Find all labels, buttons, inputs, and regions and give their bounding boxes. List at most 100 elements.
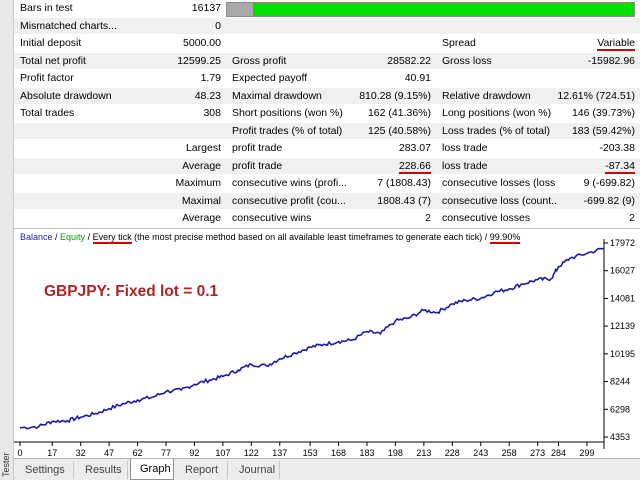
x-tick-label: 62	[133, 448, 143, 458]
report-value: 2	[425, 212, 431, 224]
report-label: profit trade	[232, 142, 283, 154]
x-tick-label: 107	[215, 448, 230, 458]
report-value: -203.38	[599, 142, 635, 154]
y-tick-label: 12139	[610, 321, 635, 331]
x-tick-label: 213	[416, 448, 431, 458]
report-row: Profit trades (% of total) 125 (40.58%) Lo…	[14, 122, 640, 140]
quality-bar-unmodelled	[227, 3, 253, 16]
tab-journal[interactable]: Journal	[230, 461, 280, 479]
x-tick-label: 258	[502, 448, 517, 458]
report-label: consecutive losses	[442, 212, 531, 224]
x-tick-label: 153	[303, 448, 318, 458]
x-tick-label: 284	[551, 448, 566, 458]
report-label: Gross loss	[442, 54, 492, 67]
modelling-quality-bar	[226, 2, 635, 17]
report-label: profit trade	[232, 159, 283, 172]
report-row: Total trades 308 Short positions (won %) 16…	[14, 105, 640, 123]
report-label: Loss trades (% of total)	[442, 124, 550, 137]
report-label: Profit factor	[20, 72, 74, 84]
legend-equity: Equity	[60, 232, 86, 242]
x-tick-label: 77	[161, 448, 171, 458]
report-value: 9 (-699.82)	[583, 177, 635, 189]
legend-model: Every tick	[92, 232, 132, 244]
report-value: 146 (39.73%)	[571, 107, 635, 119]
y-tick-label: 4353	[610, 432, 630, 442]
report-value: 810.28 (9.15%)	[359, 89, 431, 102]
report-label: consecutive wins (profi...	[232, 177, 347, 189]
report-value: 5000.00	[183, 37, 221, 49]
report-value: 308	[203, 107, 221, 119]
x-tick-label: 299	[579, 448, 594, 458]
report-row: Mismatched charts... 0	[14, 17, 640, 35]
x-tick-label: 168	[331, 448, 346, 458]
report-value: 162 (41.36%)	[367, 107, 431, 119]
tab-graph[interactable]: Graph	[130, 459, 174, 480]
report-label: Gross profit	[232, 54, 287, 67]
report-value: 1.79	[200, 72, 221, 84]
report-label: Maximal drawdown	[232, 89, 322, 102]
x-tick-label: 243	[473, 448, 488, 458]
report-value: 1808.43 (7)	[377, 194, 431, 207]
x-tick-label: 273	[530, 448, 545, 458]
report-row: Largest profit trade 283.07 loss trade -203.…	[14, 140, 640, 158]
report-label: Average	[182, 159, 221, 172]
report-label: Average	[182, 212, 221, 224]
report-row: Maximum consecutive wins (profi... 7 (1808…	[14, 175, 640, 193]
highlighted-value: Variable	[597, 37, 635, 51]
report-value: 2	[629, 212, 635, 224]
report-label: consecutive wins	[232, 212, 312, 224]
report-table: Bars in test16137Ticks modelled272359689…	[14, 0, 640, 228]
report-label: Expected payoff	[232, 72, 308, 84]
legend-quality: 99.90%	[489, 232, 521, 244]
report-row: Average profit trade 228.66 loss trade -87.3…	[14, 157, 640, 175]
y-tick-label: 6298	[610, 404, 630, 414]
report-label: Total trades	[20, 107, 75, 119]
report-label: Initial deposit	[20, 37, 82, 49]
report-label: Relative drawdown	[442, 89, 531, 102]
highlighted-value: 228.66	[398, 159, 431, 174]
report-label: Profit trades (% of total)	[232, 124, 343, 137]
report-row: Total net profit 12599.25 Gross profit 2858…	[14, 52, 640, 70]
x-tick-label: 0	[17, 448, 22, 458]
report-row: Maximal consecutive profit (cou... 1808.43…	[14, 192, 640, 210]
report-value: 7 (1808.43)	[377, 177, 431, 189]
report-label: Maximal	[181, 194, 221, 207]
highlighted-value: -87.34	[605, 159, 635, 174]
tab-results[interactable]: Results	[76, 461, 128, 479]
quality-bar-modelled	[253, 3, 634, 16]
report-label: Largest	[185, 142, 221, 154]
x-tick-label: 228	[445, 448, 460, 458]
tester-side-label: Tester	[1, 452, 11, 478]
x-tick-label: 92	[189, 448, 199, 458]
report-label: consecutive loss (count...	[442, 194, 556, 207]
tab-settings[interactable]: Settings	[16, 461, 74, 479]
report-label: Short positions (won %)	[232, 107, 343, 119]
balance-chart: 4353 6298 8244 10195 12139 14081 16027 17972 0 17…	[14, 238, 635, 458]
y-tick-label: 17972	[610, 238, 635, 248]
x-tick-label: 137	[272, 448, 287, 458]
balance-series-line	[19, 247, 605, 430]
x-tick-label: 198	[388, 448, 403, 458]
report-label: Long positions (won %)	[442, 107, 552, 119]
x-tick-label: 122	[244, 448, 259, 458]
x-tick-label: 32	[76, 448, 86, 458]
legend-sep: /	[52, 232, 61, 242]
report-value: -15982.96	[587, 54, 635, 67]
legend-desc: (the most precise method based on all av…	[131, 232, 483, 242]
report-value: 12599.25	[177, 54, 221, 67]
tab-report[interactable]: Report	[176, 461, 228, 479]
chart-annotation: GBPJPY: Fixed lot = 0.1	[44, 283, 219, 300]
chart-legend: Balance / Equity / Every tick (the most …	[20, 232, 521, 244]
report-value: 0	[215, 19, 221, 32]
report-label: Mismatched charts...	[20, 19, 117, 32]
legend-balance: Balance	[20, 232, 53, 242]
x-tick-label: 47	[104, 448, 114, 458]
report-label: loss trade	[442, 142, 488, 154]
report-value: 40.91	[404, 72, 431, 84]
report-row: Average consecutive wins 2 consecutive loss…	[14, 210, 640, 228]
report-value: 48.23	[194, 89, 221, 102]
report-value: 12.61% (724.51)	[557, 89, 635, 102]
legend-sep: /	[85, 232, 93, 242]
graph-panel: Balance / Equity / Every tick (the most …	[14, 228, 640, 458]
report-value: -699.82 (9)	[583, 194, 635, 207]
